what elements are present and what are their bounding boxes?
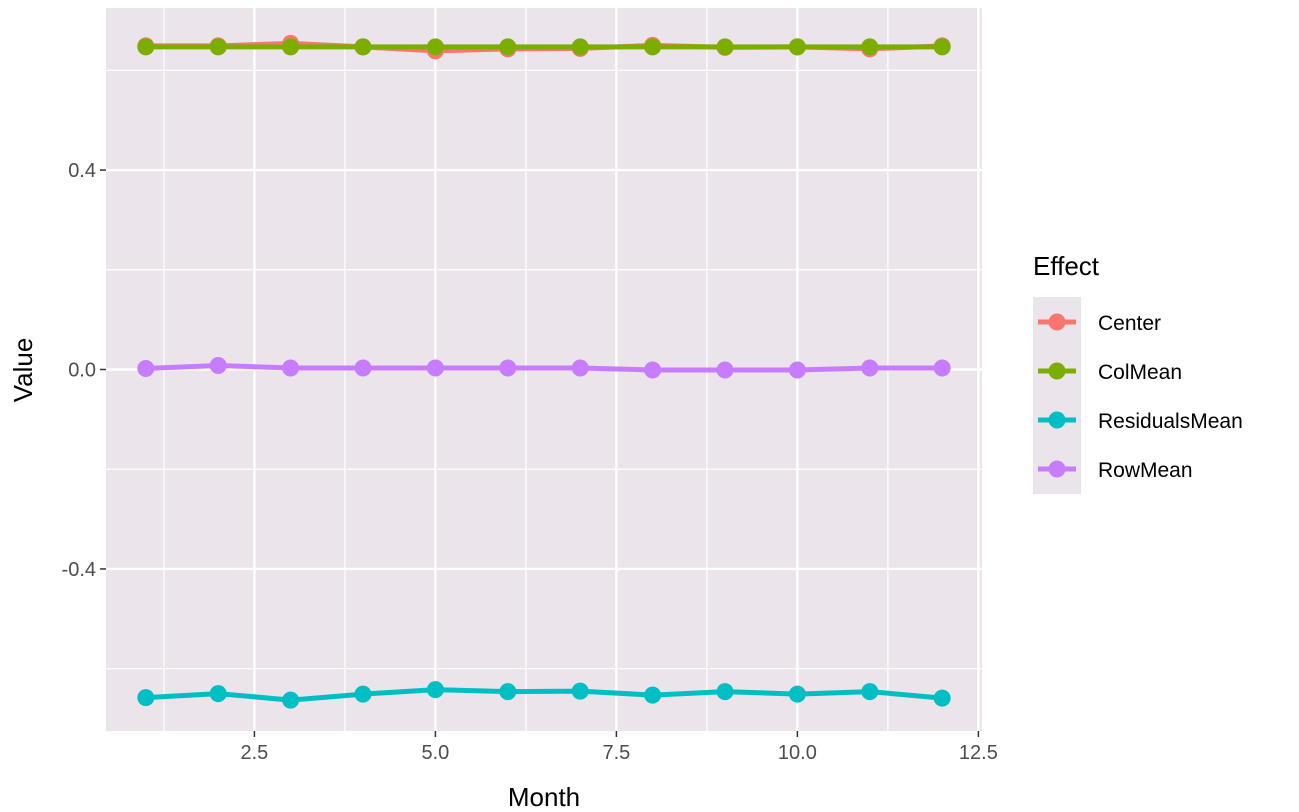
data-point-colmean [933,38,951,56]
data-point-colmean [282,38,300,56]
data-point-rowmean [716,361,734,379]
data-point-rowmean [788,361,806,379]
legend-label-center: Center [1098,312,1161,335]
data-point-rowmean [571,359,589,377]
legend-title: Effect [1033,251,1100,281]
data-point-rowmean [861,359,879,377]
series-layer [137,34,951,709]
x-tick-label: 2.5 [241,742,269,764]
data-point-rowmean [354,359,372,377]
data-point-colmean [861,38,879,56]
legend-label-residualsmean: ResidualsMean [1098,410,1243,433]
legend-key-point [1048,411,1066,429]
data-point-rowmean [426,359,444,377]
series-line-rowmean [145,363,943,373]
x-tick-label: 5.0 [421,742,449,764]
series-colmean [137,38,951,56]
data-point-colmean [788,38,806,56]
y-tick-label: -0.4 [62,559,96,581]
data-point-residualsmean [716,683,734,701]
x-tick-label: 12.5 [959,742,998,764]
legend-item-colmean: ColMean [1038,361,1182,384]
data-point-rowmean [282,359,300,377]
series-residualsmean [137,681,951,709]
data-point-residualsmean [137,689,155,707]
y-axis-title: Value [8,338,38,403]
data-point-rowmean [644,361,662,379]
legend-item-residualsmean: ResidualsMean [1038,410,1243,433]
data-point-colmean [499,38,517,56]
data-point-residualsmean [644,686,662,704]
data-point-residualsmean [209,685,227,703]
data-point-colmean [571,38,589,56]
data-point-residualsmean [354,685,372,703]
data-point-residualsmean [933,689,951,707]
legend-item-rowmean: RowMean [1038,459,1193,482]
legend-key-point [1048,460,1066,478]
y-tick-label: 0.0 [68,360,96,382]
legend-label-rowmean: RowMean [1098,459,1193,482]
data-point-colmean [716,38,734,56]
data-point-residualsmean [788,685,806,703]
legend-key-point [1048,313,1066,331]
x-tick-label: 10.0 [778,742,817,764]
data-point-rowmean [137,360,155,378]
data-point-rowmean [499,359,517,377]
series-rowmean [137,357,951,379]
data-point-residualsmean [571,682,589,700]
legend-key-point [1048,362,1066,380]
legend-items: Center ColMean ResidualsMean RowMean [1038,312,1243,482]
data-point-residualsmean [426,681,444,699]
data-point-rowmean [209,357,227,375]
y-tick-label: 0.4 [68,160,96,182]
legend: Effect Center ColMean ResidualsMean RowMean [1033,251,1243,494]
x-tick-label: 7.5 [602,742,630,764]
series-line-residualsmean [145,687,943,703]
legend-item-center: Center [1038,312,1161,335]
data-point-residualsmean [282,691,300,709]
data-point-colmean [644,38,662,56]
data-point-colmean [426,38,444,56]
x-axis-title: Month [508,782,580,812]
data-point-residualsmean [499,683,517,701]
data-point-colmean [209,38,227,56]
x-axis: 2.5 5.0 7.5 10.0 12.5 [241,731,998,764]
data-point-colmean [137,38,155,56]
y-axis: -0.4 0.0 0.4 [62,160,106,581]
legend-label-colmean: ColMean [1098,361,1182,384]
data-point-colmean [354,38,372,56]
data-point-residualsmean [861,683,879,701]
data-point-rowmean [933,359,951,377]
